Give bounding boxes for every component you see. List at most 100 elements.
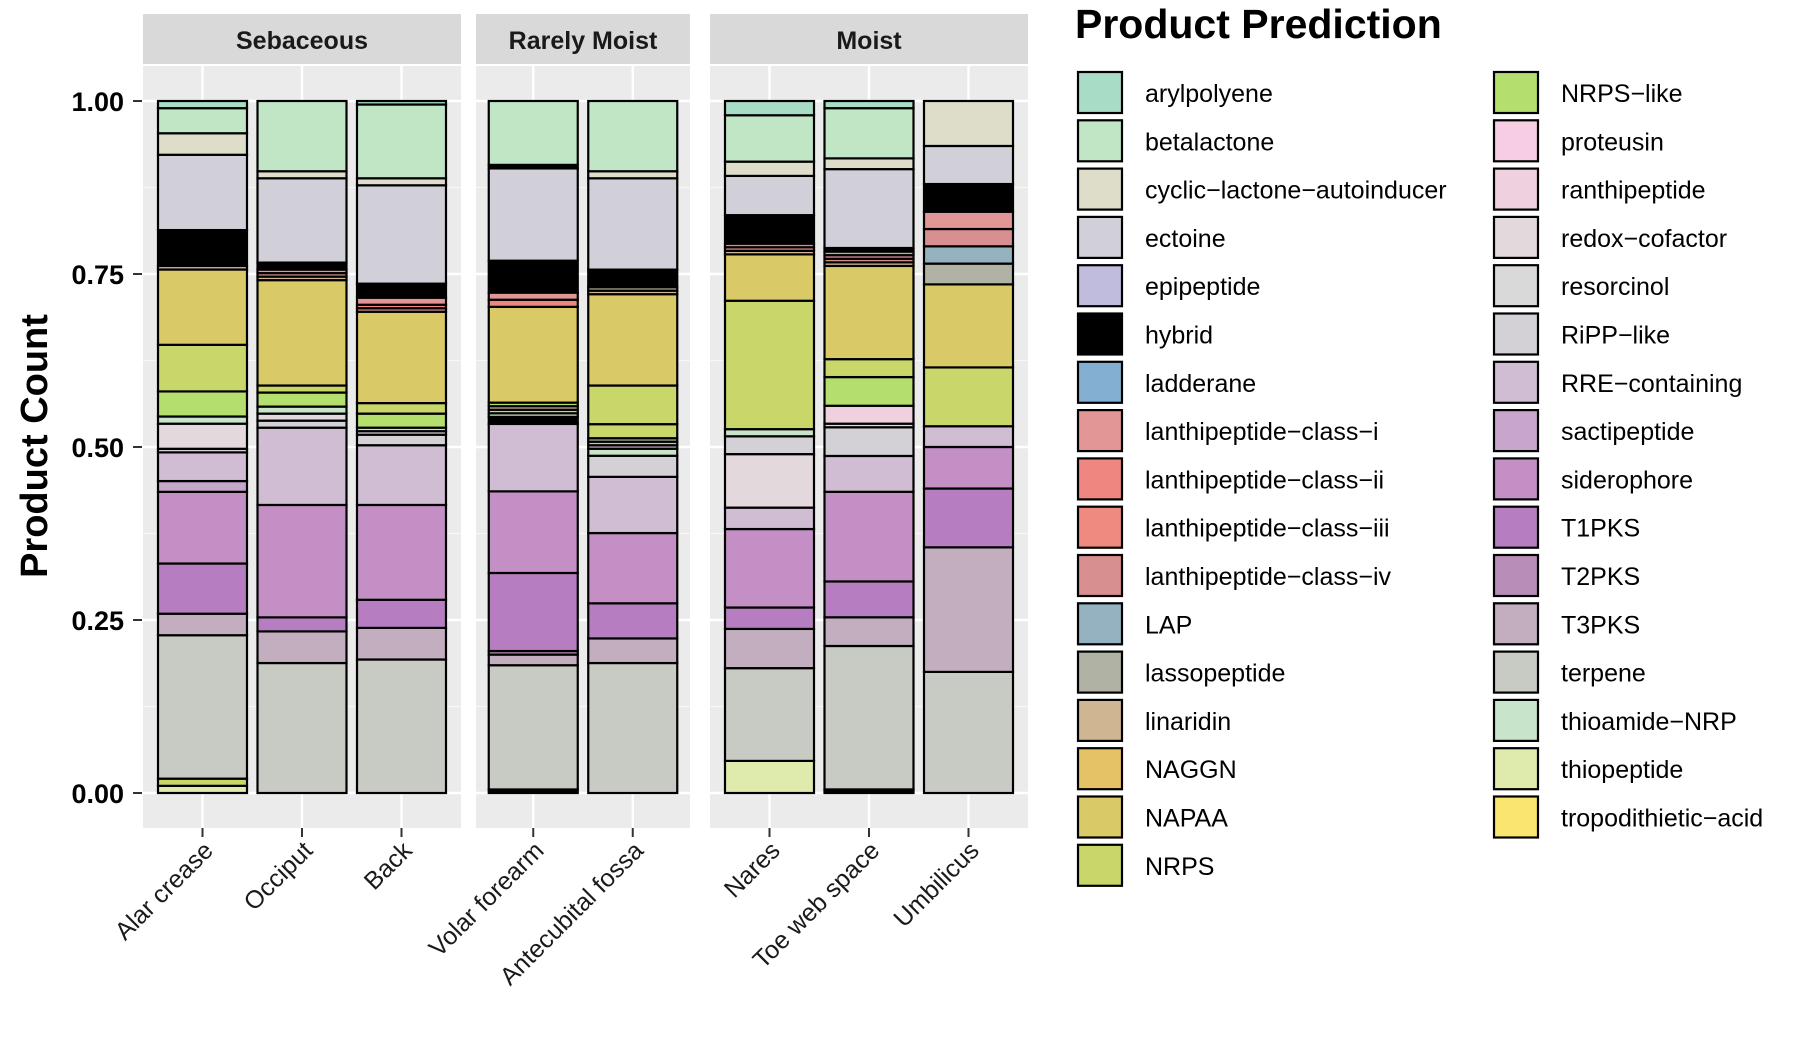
bar-segment-ectoine [156,153,249,232]
bar-segment-terpene [355,658,448,795]
legend-label: T2PKS [1561,563,1640,591]
bar-segment-hybrid [156,228,249,268]
legend-label: T1PKS [1561,515,1640,543]
legend-label: lanthipeptide−class−ii [1145,466,1384,494]
legend-label: redox−cofactor [1561,225,1727,253]
bar-segment-cyclic-lactone-autoinducer [922,99,1015,148]
legend-item-ectoine: ectoine [1076,215,1226,259]
bar-segment-lanthipeptide-class-i [922,210,1015,231]
legend-label: lassopeptide [1145,660,1285,688]
legend-item-lanthipeptide-class-iv: lanthipeptide−class−iv [1076,553,1391,598]
x-tick-label: Occiput [239,836,319,916]
legend-swatch [1076,843,1124,887]
bar-segment-terpene [922,670,1015,795]
bar-segment-siderophore [723,527,816,609]
bar-segment-ripp-like [723,435,816,456]
legend-label: RiPP−like [1561,322,1670,350]
facet-strip-label: Sebaceous [236,27,368,55]
bar-segment-arylpolyene [156,99,249,110]
bar-segment-hybrid [487,259,579,294]
bar-segment-t1pks [256,616,348,633]
y-tick-label: 0.25 [71,606,124,636]
bar-segment-betalactone [156,107,249,135]
legend-label: NAGGN [1145,756,1237,784]
legend-swatch [1076,747,1124,791]
legend-item-napaa: NAPAA [1076,795,1228,839]
bar-segment-t1pks [823,580,915,619]
bar-back [355,99,448,795]
legend-swatch [1076,505,1124,549]
bar-segment-nrps [922,366,1015,428]
bar-segment-hybrid [723,214,816,245]
legend-item-nrps-like: NRPS−like [1492,70,1683,115]
legend-item-thiopeptide: thiopeptide [1492,747,1683,791]
bar-segment-siderophore [355,503,448,601]
legend-label: thiopeptide [1561,756,1683,784]
bar-segment-t1pks [587,602,679,640]
legend-swatch [1076,409,1124,453]
legend-swatch [1492,747,1540,791]
legend-item-linaridin: linaridin [1076,698,1231,743]
legend-swatch [1492,795,1540,839]
bar-segment-ripp-like [823,426,915,458]
facet-strip-label: Rarely Moist [509,27,658,55]
legend-item-tropodithietic-acid: tropodithietic−acid [1492,795,1763,839]
legend-label: thioamide−NRP [1561,708,1737,736]
legend-label: tropodithietic−acid [1561,805,1763,833]
bar-umbilicus [922,99,1015,795]
bar-antecubital-fossa [587,99,679,795]
bar-segment-t3pks [723,627,816,670]
legend-label: RRE−containing [1561,370,1742,398]
bar-segment-nrps [587,384,679,426]
y-axis-title: Product Count [14,314,56,578]
bar-segment-napaa [922,283,1015,369]
bar-segment-t3pks [256,630,348,665]
bar-segment-arylpolyene [823,99,915,110]
legend-swatch [1076,70,1124,115]
legend-item-rre-containing: RRE−containing [1492,360,1742,404]
legend-item-proteusin: proteusin [1492,119,1664,163]
bar-segment-nrps-like [355,412,448,429]
bar-segment-betalactone [823,107,915,160]
legend-item-ranthipeptide: ranthipeptide [1492,167,1706,211]
legend-swatch [1492,119,1540,163]
legend-swatch [1076,553,1124,598]
legend-item-lanthipeptide-class-i: lanthipeptide−class−i [1076,409,1379,453]
legend-label: lanthipeptide−class−i [1145,418,1379,446]
bar-segment-ectoine [487,167,579,262]
legend-swatch [1076,602,1124,646]
legend-swatch [1076,312,1124,356]
legend-label: linaridin [1145,708,1231,736]
bar-segment-nrps [156,343,249,393]
legend-swatch [1492,457,1540,501]
y-tick-label: 0.00 [71,779,124,809]
legend-item-redox-cofactor: redox−cofactor [1492,215,1727,259]
bar-segment-siderophore [256,503,348,619]
bar-segment-nrps-like [256,391,348,408]
bar-segment-napaa [487,305,579,404]
legend-label: NRPS [1145,853,1214,881]
bar-segment-t1pks [156,562,249,615]
legend-label: terpene [1561,660,1646,688]
bar-segment-betalactone [256,99,348,173]
bar-segment-betalactone [587,99,679,173]
legend-swatch [1076,650,1124,694]
bar-segment-ectoine [256,177,348,264]
bar-segment-rre-containing [587,475,679,535]
y-tick-label: 0.50 [71,433,124,463]
bar-segment-cyclic-lactone-autoinducer [156,132,249,156]
legend-label: proteusin [1561,128,1664,156]
legend-label: betalactone [1145,128,1274,156]
bar-segment-arylpolyene [723,99,816,117]
legend-item-sactipeptide: sactipeptide [1492,409,1694,453]
legend-label: ranthipeptide [1561,177,1706,205]
legend-swatch [1492,312,1540,356]
bar-segment-t1pks [355,598,448,630]
legend-label: lanthipeptide−class−iii [1145,515,1390,543]
legend-swatch [1076,167,1124,211]
bar-segment-ripp-like [355,433,448,447]
y-tick-label: 0.75 [71,260,124,290]
bar-segment-napaa [355,310,448,405]
bar-segment-t3pks [587,637,679,665]
